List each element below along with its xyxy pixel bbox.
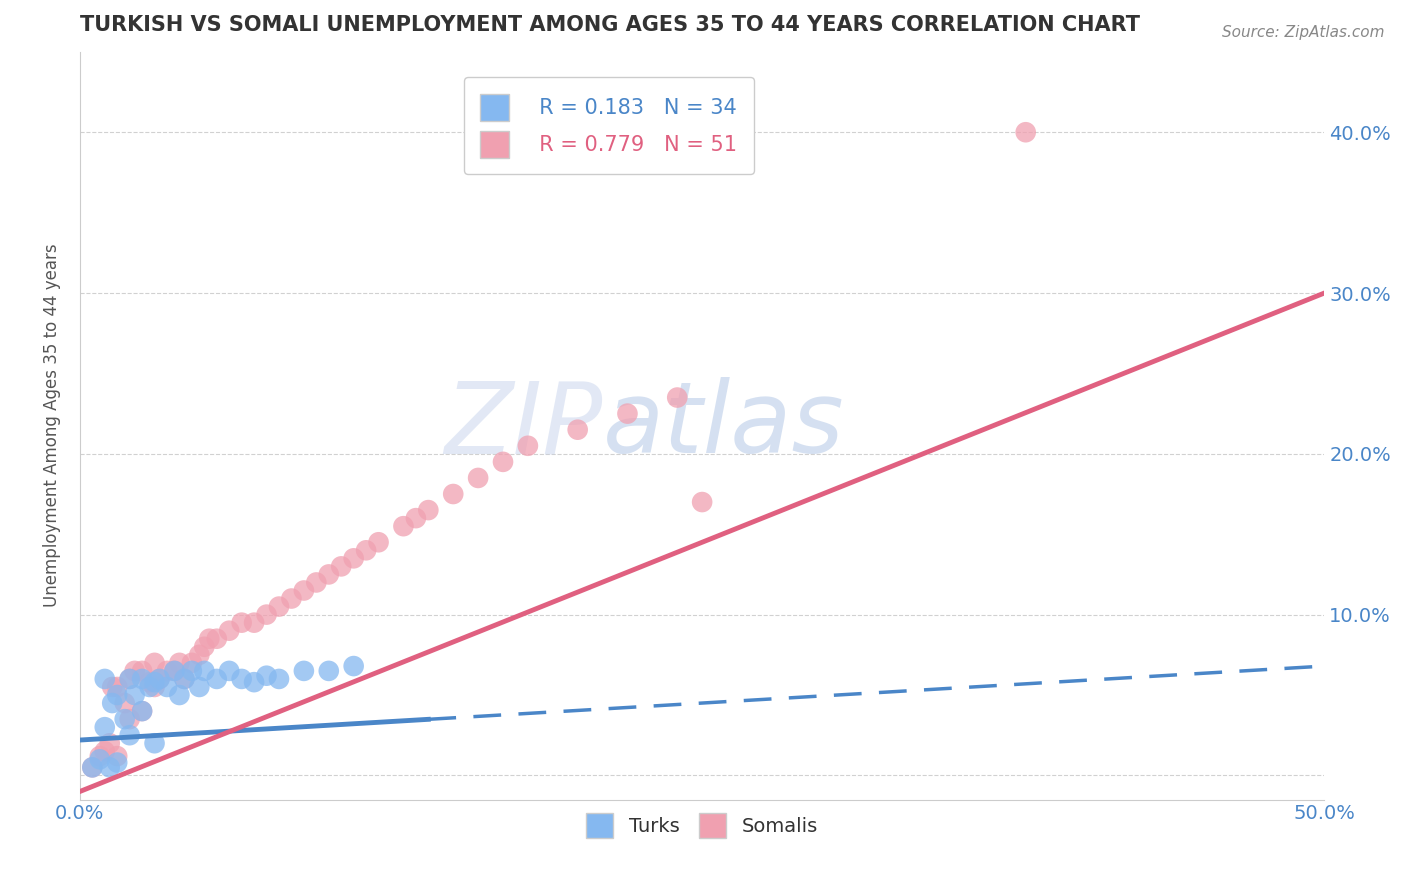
Point (148, 672, 170, 686)
Point (156, 680, 179, 694)
Point (94, 720, 117, 734)
Point (218, 664, 240, 678)
Point (392, 519, 415, 533)
Y-axis label: Unemployment Among Ages 35 to 44 years: Unemployment Among Ages 35 to 44 years (44, 244, 60, 607)
Point (101, 696, 124, 710)
Point (193, 640, 215, 654)
Point (98, 736, 121, 750)
Point (143, 680, 166, 694)
Point (1015, 125, 1038, 139)
Point (280, 591, 302, 606)
Point (173, 672, 195, 686)
Text: TURKISH VS SOMALI UNEMPLOYMENT AMONG AGES 35 TO 44 YEARS CORRELATION CHART: TURKISH VS SOMALI UNEMPLOYMENT AMONG AGE… (80, 15, 1140, 35)
Point (516, 439, 538, 453)
Point (156, 664, 179, 678)
Point (101, 680, 124, 694)
Point (441, 487, 464, 501)
Point (354, 543, 377, 558)
Point (690, 495, 713, 509)
Point (193, 664, 215, 678)
Point (114, 712, 136, 726)
Point (98, 760, 121, 774)
Point (616, 407, 638, 421)
Point (89, 752, 111, 766)
Point (492, 455, 515, 469)
Point (131, 672, 153, 686)
Point (343, 659, 366, 673)
Point (467, 471, 489, 485)
Point (163, 664, 186, 678)
Point (105, 680, 128, 694)
Point (114, 696, 136, 710)
Point (143, 736, 166, 750)
Point (131, 704, 153, 718)
Point (131, 664, 153, 678)
Point (118, 728, 141, 742)
Point (180, 664, 202, 678)
Point (131, 704, 153, 718)
Point (105, 756, 128, 770)
Point (198, 632, 221, 646)
Point (256, 607, 278, 622)
Point (82, 760, 104, 774)
Point (118, 712, 141, 726)
Point (231, 615, 253, 630)
Point (138, 675, 160, 690)
Point (105, 688, 128, 702)
Point (169, 656, 191, 670)
Point (367, 535, 389, 549)
Point (256, 669, 278, 683)
Point (143, 675, 166, 690)
Point (267, 599, 290, 614)
Point (148, 672, 170, 686)
Point (205, 632, 228, 646)
Point (163, 664, 186, 678)
Point (243, 675, 266, 690)
Text: ZIP: ZIP (444, 377, 603, 475)
Point (94, 744, 117, 758)
Legend: Turks, Somalis: Turks, Somalis (578, 805, 825, 846)
Text: atlas: atlas (603, 377, 844, 475)
Point (105, 749, 128, 764)
Point (205, 672, 228, 686)
Point (405, 511, 427, 525)
Point (188, 648, 211, 662)
Point (567, 423, 589, 437)
Point (330, 559, 353, 574)
Point (173, 672, 195, 686)
Point (243, 615, 266, 630)
Point (118, 672, 141, 686)
Point (267, 672, 290, 686)
Text: Source: ZipAtlas.com: Source: ZipAtlas.com (1222, 25, 1385, 40)
Point (124, 688, 146, 702)
Point (118, 672, 141, 686)
Point (318, 664, 340, 678)
Point (169, 688, 191, 702)
Point (82, 760, 104, 774)
Point (292, 664, 315, 678)
Point (180, 656, 202, 670)
Point (124, 664, 146, 678)
Point (188, 680, 211, 694)
Point (138, 680, 160, 694)
Point (343, 551, 366, 566)
Point (318, 567, 340, 582)
Point (218, 624, 240, 638)
Point (292, 583, 315, 598)
Point (94, 672, 117, 686)
Point (231, 672, 253, 686)
Point (418, 503, 440, 517)
Point (143, 656, 166, 670)
Point (666, 391, 689, 405)
Point (89, 749, 111, 764)
Point (305, 575, 328, 590)
